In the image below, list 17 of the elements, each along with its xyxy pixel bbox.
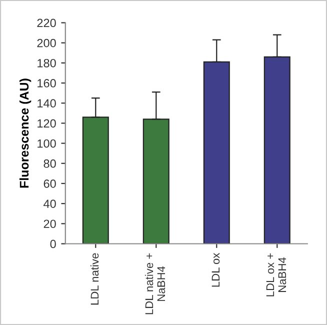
x-tick-label: LDL native + NaBH4 [144,253,166,314]
x-tick-label: LDL native [90,253,99,305]
y-tick-label: 100 [38,139,56,148]
x-tick-label: LDL ox + NaBH4 [266,253,286,296]
y-tick-label: 200 [37,38,56,48]
y-axis-title: Fluorescence (AU) [19,78,32,188]
y-tick-label: 180 [38,58,56,68]
y-tick-label: 220 [37,18,56,28]
y-tick-label: 80 [44,159,56,168]
y-tick-label: 40 [44,200,56,208]
y-tick-label: 140 [38,99,56,108]
y-tick-label: 120 [38,119,56,128]
x-tick-label: LDL ox [212,252,220,287]
y-tick-label: 20 [44,220,56,228]
y-tick-label: 60 [44,180,56,188]
y-tick-label: 160 [38,79,56,88]
y-tick-label: 0 [50,240,56,248]
